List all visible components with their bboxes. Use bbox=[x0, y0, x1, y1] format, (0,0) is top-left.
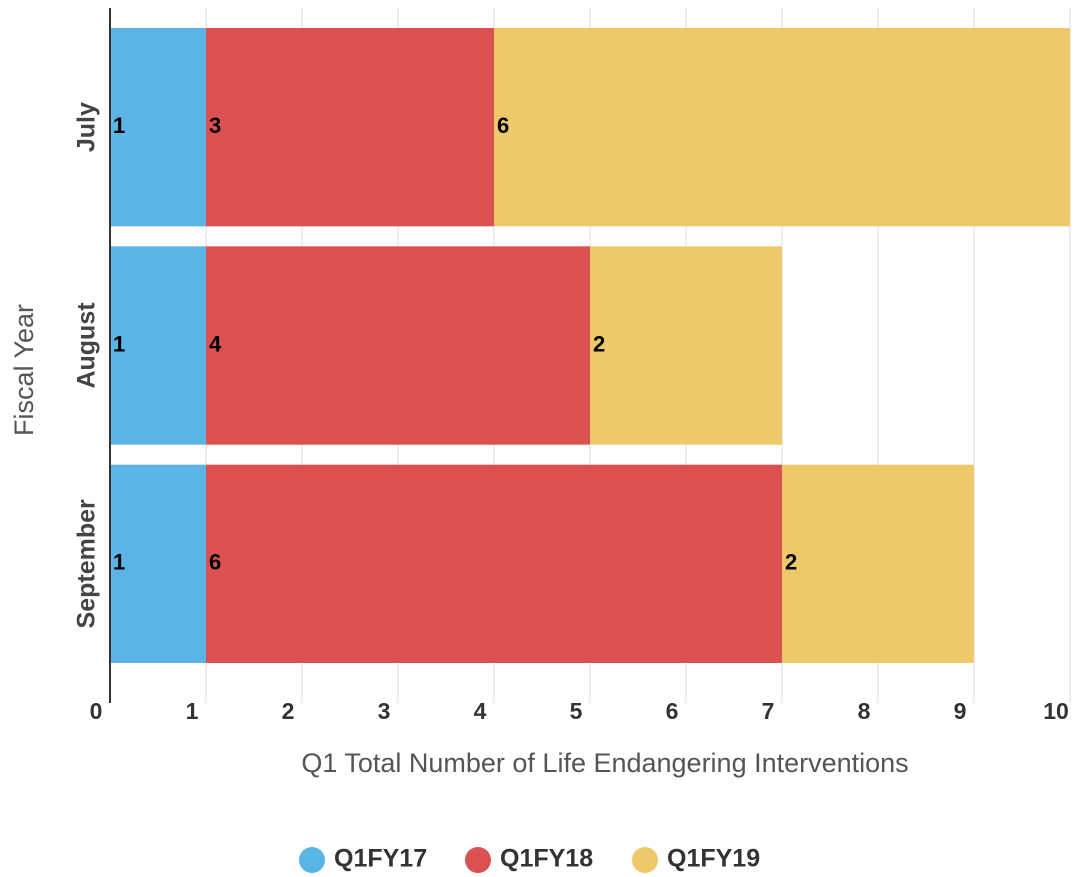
value-label: 1 bbox=[113, 331, 125, 356]
y-axis-title: Fiscal Year bbox=[9, 304, 39, 436]
x-tick-label: 2 bbox=[282, 698, 295, 724]
bar bbox=[590, 246, 782, 444]
chart: Q1 Total Number of Life Endangering Inte… bbox=[0, 0, 1076, 877]
bar bbox=[782, 465, 974, 663]
value-label: 1 bbox=[113, 550, 125, 575]
y-tick-label: September bbox=[73, 499, 101, 628]
legend-swatch bbox=[632, 847, 658, 873]
x-tick-label: 5 bbox=[570, 698, 583, 724]
value-label: 6 bbox=[497, 113, 509, 138]
x-tick-label: 7 bbox=[762, 698, 775, 724]
x-tick-label: 3 bbox=[378, 698, 391, 724]
legend-label: Q1FY17 bbox=[334, 845, 427, 873]
x-tick-label: 6 bbox=[666, 698, 679, 724]
bar bbox=[206, 246, 590, 444]
x-tick-label: 0 bbox=[90, 698, 103, 724]
legend-label: Q1FY19 bbox=[667, 845, 760, 873]
legend-label: Q1FY18 bbox=[500, 845, 593, 873]
x-axis-title: Q1 Total Number of Life Endangering Inte… bbox=[301, 748, 908, 778]
x-tick-label: 8 bbox=[858, 698, 871, 724]
value-label: 3 bbox=[209, 113, 221, 138]
value-label: 6 bbox=[209, 550, 221, 575]
value-label: 2 bbox=[593, 331, 605, 356]
bar bbox=[206, 28, 494, 226]
value-label: 4 bbox=[209, 331, 222, 356]
bar bbox=[494, 28, 1070, 226]
x-tick-label: 1 bbox=[186, 698, 199, 724]
x-tick-label: 10 bbox=[1043, 698, 1069, 724]
legend-swatch bbox=[299, 847, 325, 873]
y-tick-label: July bbox=[73, 102, 101, 152]
bar bbox=[206, 465, 782, 663]
value-label: 1 bbox=[113, 113, 125, 138]
legend-swatch bbox=[465, 847, 491, 873]
x-tick-label: 4 bbox=[474, 698, 487, 724]
value-label: 2 bbox=[785, 550, 797, 575]
y-tick-label: August bbox=[73, 302, 101, 389]
x-tick-label: 9 bbox=[954, 698, 967, 724]
